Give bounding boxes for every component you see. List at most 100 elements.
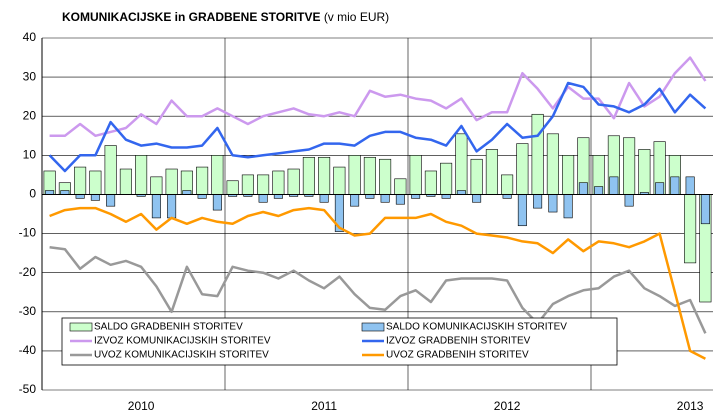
legend-label: SALDO GRADBENIH STORITEV: [94, 322, 243, 333]
bar: [472, 194, 482, 203]
bar: [501, 174, 514, 195]
bar: [517, 194, 527, 227]
bar: [394, 178, 407, 195]
bar: [395, 194, 405, 205]
bar: [318, 156, 331, 195]
bar: [380, 194, 390, 203]
bar: [257, 174, 270, 195]
bar: [455, 133, 468, 195]
y-tick-label: -50: [19, 382, 37, 396]
y-tick-label: -30: [19, 304, 37, 318]
bar: [151, 194, 161, 219]
bar: [90, 194, 100, 201]
bar: [350, 194, 360, 207]
bar: [287, 168, 300, 195]
legend-label: IZVOZ KOMUNIKACIJSKIH STORITEV: [94, 336, 271, 347]
bar: [411, 194, 421, 199]
bar: [258, 194, 268, 203]
bar: [60, 190, 70, 195]
bar: [119, 168, 132, 195]
legend-swatch: [361, 322, 385, 332]
bar: [441, 194, 451, 199]
bar: [684, 194, 697, 264]
bar: [546, 133, 559, 195]
bar: [241, 174, 254, 195]
bar: [106, 194, 116, 207]
bar: [333, 166, 346, 195]
bar: [594, 186, 604, 195]
bar: [167, 194, 177, 219]
bar: [502, 194, 512, 199]
bar: [150, 176, 163, 195]
bar: [348, 155, 361, 195]
bar: [440, 162, 453, 195]
bar: [211, 155, 224, 195]
chart-title: KOMUNIKACIJSKE in GRADBENE STORITVE: [62, 10, 320, 24]
bar: [700, 194, 710, 225]
bar: [196, 166, 209, 195]
bar: [273, 194, 283, 199]
bar: [623, 137, 636, 195]
y-tick-label: 30: [23, 69, 37, 83]
bar: [685, 176, 695, 195]
y-tick-label: 10: [23, 148, 37, 162]
y-tick-label: 20: [23, 108, 37, 122]
bar: [89, 170, 102, 195]
chart-title-group: KOMUNIKACIJSKE in GRADBENE STORITVE (v m…: [62, 10, 389, 24]
legend-label: UVOZ KOMUNIKACIJSKIH STORITEV: [94, 350, 269, 361]
legend-label: UVOZ GRADBENIH STORITEV: [386, 350, 529, 361]
plot-area: [43, 56, 712, 360]
legend-label: IZVOZ GRADBENIH STORITEV: [386, 336, 531, 347]
bar: [531, 113, 544, 195]
bar: [485, 149, 498, 195]
bar: [197, 194, 207, 199]
bar: [424, 170, 437, 195]
line: [49, 245, 707, 334]
bar: [548, 194, 558, 213]
bar: [182, 190, 192, 195]
y-tick-label: 0: [29, 187, 36, 201]
bar: [226, 180, 239, 195]
bar: [212, 194, 222, 211]
bar: [609, 176, 619, 195]
y-tick-label: -10: [19, 226, 37, 240]
bar: [104, 145, 117, 195]
line: [48, 81, 707, 173]
bar: [319, 194, 329, 203]
bar: [409, 155, 422, 195]
bar: [75, 194, 85, 199]
legend-label: SALDO KOMUNIKACIJSKIH STORITEV: [386, 322, 567, 333]
bar: [533, 194, 543, 209]
bar: [74, 166, 87, 195]
x-tick-label: 2011: [311, 399, 337, 413]
y-tick-label: -40: [19, 343, 37, 357]
bar: [516, 143, 529, 195]
bar: [379, 158, 392, 195]
x-tick-label: 2012: [494, 399, 521, 413]
bar: [562, 155, 575, 195]
y-tick-label: 40: [23, 30, 37, 44]
bar: [470, 158, 483, 195]
line: [49, 56, 707, 138]
bar: [563, 194, 573, 219]
bar: [456, 190, 466, 195]
bar: [272, 170, 285, 195]
legend-box: [61, 317, 618, 366]
x-tick-label: 2013: [677, 399, 704, 413]
chart-subtitle: (v mio EUR): [324, 10, 389, 24]
bar: [638, 149, 651, 195]
bar: [670, 176, 680, 195]
bar: [365, 194, 375, 199]
legend-swatch: [69, 322, 93, 332]
bar: [363, 156, 376, 195]
bar: [578, 182, 588, 195]
bar: [45, 190, 55, 195]
bar: [165, 168, 178, 195]
bar: [655, 182, 665, 195]
x-tick-label: 2010: [128, 399, 155, 413]
bar: [135, 155, 148, 195]
y-tick-label: -20: [19, 265, 37, 279]
bar: [302, 156, 315, 195]
bar: [624, 194, 634, 207]
